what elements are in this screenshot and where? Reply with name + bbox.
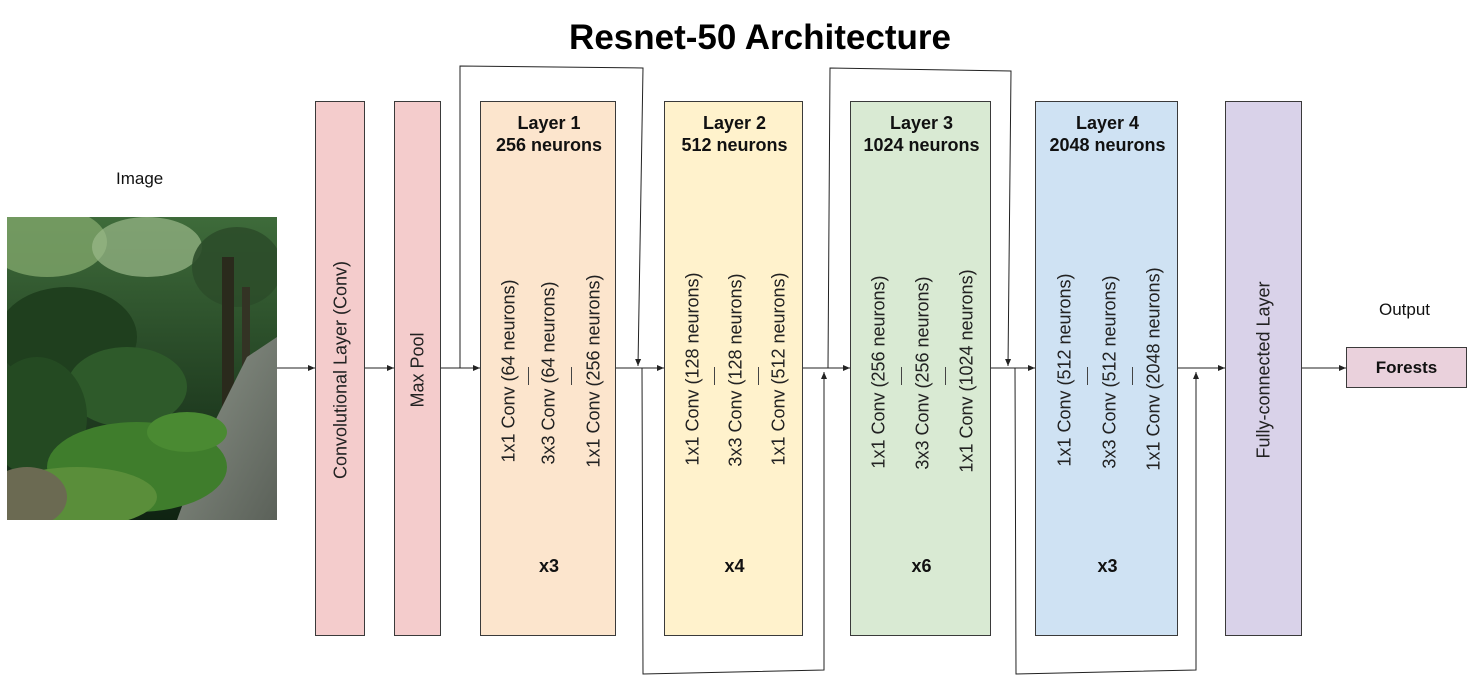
conv-layer-box: Convolutional Layer (Conv) [315, 101, 365, 636]
input-label: Image [116, 169, 164, 188]
layer-3-neurons: 1024 neurons [863, 135, 980, 155]
layer-4-conv-1: 1x1 Conv (512 neurons) [1054, 273, 1075, 467]
layer-3-box: Layer 3 1024 neurons 1x1 Conv (256 neuro… [850, 101, 991, 636]
layer-2-neurons: 512 neurons [681, 135, 788, 155]
layer-1-box: Layer 1 256 neurons 1x1 Conv (64 neurons… [480, 101, 616, 636]
layer-4-neurons: 2048 neurons [1049, 135, 1166, 155]
diagram-title: Resnet-50 Architecture [569, 18, 951, 57]
layer-1-repeat: x3 [538, 556, 560, 576]
output-box: Forests [1346, 347, 1467, 388]
layer-1-neurons: 256 neurons [495, 135, 603, 155]
layer-2-separator-1 [714, 367, 715, 385]
layer-2-conv-1: 1x1 Conv (128 neurons) [682, 272, 703, 466]
layer-3-title: Layer 3 [889, 113, 954, 133]
layer-3-conv-1: 1x1 Conv (256 neurons) [868, 275, 889, 469]
layer-2-title: Layer 2 [702, 113, 767, 133]
output-value: Forests [1375, 357, 1438, 377]
layer-4-separator-1 [1087, 367, 1088, 385]
layer-3-conv-2: 3x3 Conv (256 neurons) [912, 276, 933, 470]
layer-4-box: Layer 4 2048 neurons 1x1 Conv (512 neuro… [1035, 101, 1178, 636]
layer-1-separator-1 [528, 367, 529, 385]
layer-4-separator-2 [1132, 367, 1133, 385]
layer-4-title: Layer 4 [1075, 113, 1140, 133]
layer-4-conv-3: 1x1 Conv (2048 neurons) [1143, 267, 1164, 471]
output-label: Output [1379, 300, 1431, 319]
conv-layer-label: Convolutional Layer (Conv) [330, 260, 351, 480]
forest-image [7, 217, 277, 520]
layer-1-separator-2 [571, 367, 572, 385]
layer-3-conv-3: 1x1 Conv (1024 neurons) [956, 269, 977, 473]
layer-2-repeat: x4 [724, 556, 745, 576]
layer-3-separator-1 [901, 367, 902, 385]
layer-2-conv-3: 1x1 Conv (512 neurons) [768, 272, 789, 466]
layer-4-conv-2: 3x3 Conv (512 neurons) [1099, 275, 1120, 469]
fully-connected-box: Fully-connected Layer [1225, 101, 1302, 636]
fully-connected-label: Fully-connected Layer [1253, 281, 1274, 459]
skip-connection-layer3 [827, 67, 1012, 369]
layer-4-repeat: x3 [1097, 556, 1118, 576]
layer-1-conv-1: 1x1 Conv (64 neurons) [498, 279, 519, 463]
skip-connection-layer1 [459, 65, 644, 368]
layer-3-repeat: x6 [911, 556, 932, 576]
layer-3-separator-2 [945, 367, 946, 385]
max-pool-label: Max Pool [407, 332, 428, 408]
layer-1-conv-2: 3x3 Conv (64 neurons) [538, 281, 559, 465]
max-pool-box: Max Pool [394, 101, 441, 636]
skip-connection-layer2 [641, 367, 827, 675]
layer-2-box: Layer 2 512 neurons 1x1 Conv (128 neuron… [664, 101, 803, 636]
layer-2-separator-2 [758, 367, 759, 385]
skip-connection-layer4 [1014, 367, 1199, 675]
layer-1-title: Layer 1 [517, 113, 581, 133]
layer-1-conv-3: 1x1 Conv (256 neurons) [583, 274, 604, 468]
layer-2-conv-2: 3x3 Conv (128 neurons) [725, 273, 746, 467]
